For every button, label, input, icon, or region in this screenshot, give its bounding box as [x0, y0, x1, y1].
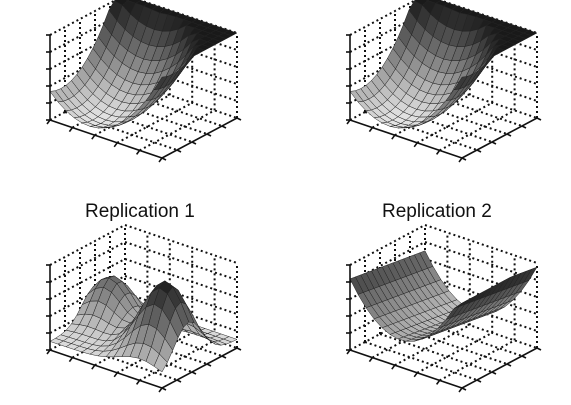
surface-panel-top-right — [300, 0, 571, 200]
p0-y-axis — [161, 117, 238, 159]
p3-floor-grid-line — [439, 339, 516, 382]
caption-replication-1: Replication 1 — [85, 201, 195, 222]
p2-x-tick — [158, 387, 163, 393]
p0-y-tick — [206, 133, 212, 137]
p2-surface-patch — [153, 353, 168, 373]
p1-x-tick — [435, 149, 441, 155]
p1-y-tick — [506, 133, 512, 137]
p1-y-tick — [461, 157, 467, 161]
p1-y-axis — [461, 117, 538, 159]
p2-x-tick — [113, 372, 118, 378]
p2-floor-grid-line — [116, 331, 193, 374]
p1-x-tick — [413, 142, 418, 148]
p3-x-tick — [391, 364, 396, 370]
surface-plot-top-left — [46, 0, 242, 163]
p3-y-tick — [476, 379, 482, 383]
p2-wall-grid-line — [49, 240, 238, 283]
p1-surface-patch — [453, 76, 468, 91]
p0-y-tick — [191, 141, 197, 145]
p2-y-tick — [221, 355, 227, 359]
p1-x-tick — [368, 127, 374, 133]
p2-y-tick — [161, 387, 167, 391]
p2-wall-grid-line — [49, 274, 238, 317]
p3-y-tick — [521, 355, 527, 359]
p0-y-tick — [176, 149, 182, 153]
p0-x-axis — [49, 119, 163, 159]
p3-x-tick — [413, 372, 418, 378]
p1-x-tick — [346, 119, 351, 125]
surface-panel-top-left — [0, 0, 285, 200]
p0-y-tick — [221, 125, 227, 129]
p3-floor-grid-line — [416, 331, 493, 374]
p0-y-tick — [161, 157, 167, 161]
p1-x-tick — [458, 157, 463, 163]
p0-x-tick — [113, 142, 118, 148]
p3-floor-grid-line — [394, 324, 471, 367]
p2-wall-grid-line — [49, 223, 238, 266]
p2-y-axis — [161, 347, 238, 389]
surface-panel-bottom-left — [0, 223, 285, 405]
p3-x-tick — [458, 387, 463, 393]
p3-surface-patch — [453, 299, 468, 309]
p3-y-tick — [461, 387, 467, 391]
p3-x-tick — [346, 349, 351, 355]
p0-y-tick — [236, 117, 242, 121]
p2-y-tick — [206, 363, 212, 367]
surface-panel-bottom-right — [300, 223, 571, 405]
p1-y-tick — [476, 149, 482, 153]
p2-wall-grid-line — [49, 257, 238, 300]
p3-wall-grid-line — [349, 223, 538, 266]
p0-x-tick — [135, 149, 141, 155]
p3-wall-grid-line — [349, 240, 538, 283]
p0-floor-grid-line — [94, 94, 171, 137]
p2-x-tick — [135, 379, 141, 385]
p0-floor-grid-line — [139, 109, 216, 152]
p3-x-tick — [368, 357, 374, 363]
p1-floor-grid-line — [394, 94, 471, 137]
p1-floor-grid-line — [416, 101, 493, 144]
p0-x-tick — [158, 157, 163, 163]
p1-y-tick — [521, 125, 527, 129]
p3-y-tick — [506, 363, 512, 367]
p2-y-tick — [176, 379, 182, 383]
p1-x-axis — [349, 119, 463, 159]
p2-y-tick — [236, 347, 242, 351]
p2-y-tick — [191, 371, 197, 375]
p1-y-tick — [536, 117, 542, 121]
p3-x-axis — [349, 349, 463, 389]
p3-y-tick — [536, 347, 542, 351]
p2-floor-grid-line — [139, 339, 216, 382]
p0-x-tick — [68, 127, 74, 133]
caption-replication-2: Replication 2 — [382, 201, 492, 222]
p2-x-tick — [68, 357, 74, 363]
p1-x-tick — [391, 134, 396, 140]
p0-surface-patch — [153, 76, 168, 91]
p3-x-tick — [435, 379, 441, 385]
p2-x-tick — [46, 349, 51, 355]
p0-floor-grid-line — [116, 101, 193, 144]
p1-y-tick — [491, 141, 497, 145]
p1-floor-grid-line — [439, 109, 516, 152]
p2-x-tick — [91, 364, 96, 370]
p3-y-tick — [491, 371, 497, 375]
p3-y-axis — [461, 347, 538, 389]
surface-plot-bottom-left — [46, 223, 242, 393]
surface-plot-top-right — [346, 0, 542, 163]
p0-x-tick — [46, 119, 51, 125]
surface-plot-bottom-right — [346, 223, 542, 393]
p0-x-tick — [91, 134, 96, 140]
p2-x-axis — [49, 349, 163, 389]
